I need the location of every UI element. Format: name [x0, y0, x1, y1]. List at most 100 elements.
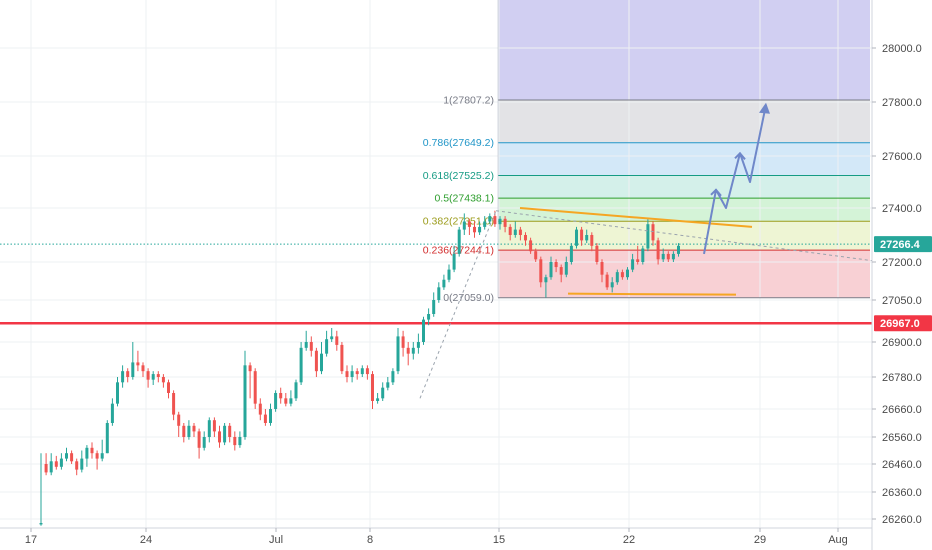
candle-body [529, 240, 533, 252]
candle [569, 243, 573, 265]
candle-body [457, 229, 461, 254]
candle [590, 232, 594, 252]
candle-body [80, 458, 84, 470]
candle-body [59, 458, 63, 467]
candle [105, 420, 109, 454]
candle-body [212, 420, 216, 432]
candle-body [126, 371, 130, 377]
candle [539, 256, 543, 288]
candle [564, 256, 568, 278]
candle-body [253, 371, 257, 404]
candle-body [44, 464, 48, 473]
candle-body [411, 347, 415, 354]
candle [620, 269, 624, 280]
candle [248, 362, 252, 399]
candle [126, 368, 130, 383]
candle [432, 292, 436, 317]
candle [610, 277, 614, 293]
candle [243, 350, 247, 440]
y-tick-label: 26900.0 [882, 337, 922, 349]
candle-body [396, 336, 400, 372]
y-tick-label: 26260.0 [882, 514, 922, 526]
candle-body [569, 245, 573, 262]
candle-body [381, 387, 385, 399]
candle-body [462, 221, 466, 230]
candle-body [651, 224, 655, 241]
candle [524, 232, 527, 246]
candle-body [371, 374, 374, 401]
candle-body [314, 350, 318, 372]
candle [554, 259, 558, 273]
candle-body [218, 431, 221, 443]
candle-body [580, 229, 584, 241]
candle [467, 218, 471, 235]
y-tick-label: 27050.0 [882, 295, 922, 307]
candle-body [192, 425, 196, 432]
candle-body [228, 425, 232, 437]
candle [381, 382, 385, 401]
candle [95, 450, 99, 470]
candle [59, 453, 63, 470]
y-axis-bg [872, 0, 932, 550]
candle-body [90, 447, 94, 454]
y-axis[interactable]: 28000.0 27800.0 27600.0 27400.0 27200.0 27050… [871, 0, 932, 550]
y-tick-label: 27400.0 [882, 203, 922, 215]
candle [371, 371, 374, 409]
candle [677, 243, 680, 257]
candle [172, 390, 176, 421]
candle-body [493, 216, 497, 225]
candle [187, 420, 191, 440]
candle [167, 379, 170, 399]
candle-body [274, 393, 278, 409]
candle-body [575, 229, 578, 246]
candle [365, 365, 369, 380]
candle-body [335, 336, 339, 345]
candle [631, 253, 635, 273]
candle-body [233, 437, 237, 446]
candle-body [325, 339, 329, 354]
forecast-arrowhead [759, 102, 770, 114]
candle [473, 221, 476, 238]
candle [141, 362, 145, 377]
candle [447, 264, 451, 283]
candle-body [508, 226, 512, 235]
candle-body [600, 262, 604, 275]
candle-body [105, 423, 109, 454]
x-axis[interactable]: 17 24 Jul 8 15 22 29 Aug [0, 527, 872, 550]
y-tick-label: 26460.0 [882, 459, 922, 471]
candle-body [238, 437, 242, 446]
candle-body [54, 461, 58, 467]
fib-label: 0.786(27649.2) [423, 137, 494, 149]
candle [289, 390, 293, 407]
candle-body [355, 371, 359, 375]
candle [549, 256, 553, 280]
candle [626, 267, 629, 280]
candle [85, 445, 89, 467]
candle-body [503, 218, 507, 227]
x-tick-label: 15 [493, 534, 505, 546]
candle [44, 453, 48, 476]
candle [422, 316, 425, 345]
candle [110, 398, 114, 426]
candle [391, 368, 395, 385]
candle-body [666, 253, 670, 260]
candle [116, 377, 119, 407]
candle [646, 218, 650, 252]
candle [580, 226, 584, 246]
candle [671, 251, 675, 262]
candle-body [605, 274, 609, 288]
candle-body [156, 374, 160, 377]
candle-body [539, 259, 543, 283]
candle [233, 431, 237, 451]
candle [299, 342, 303, 385]
candle-body [39, 523, 43, 525]
candle [309, 336, 313, 357]
candle [457, 226, 461, 257]
fib-zone-0 [498, 250, 870, 298]
candle-body [330, 336, 334, 340]
candle [202, 431, 206, 451]
candle-body [447, 269, 451, 280]
candle-body [167, 382, 170, 393]
fibonacci-levels: 0(27059.0)0.236(27244.1)0.382(27351.0)0.… [423, 0, 870, 304]
candle [656, 237, 660, 265]
